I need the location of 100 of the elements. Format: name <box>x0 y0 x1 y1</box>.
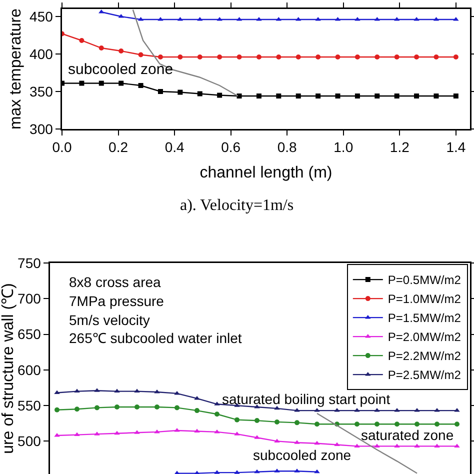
point <box>74 388 80 393</box>
point <box>178 54 183 60</box>
point <box>217 92 222 98</box>
point <box>158 54 163 60</box>
annotation: 8x8 cross area <box>69 274 162 290</box>
point <box>294 420 300 426</box>
point <box>454 422 460 427</box>
point <box>214 412 220 417</box>
point <box>114 388 120 393</box>
x-tick-label: 0.4 <box>164 139 184 156</box>
point <box>134 388 140 393</box>
x-tick-label: 0.6 <box>221 139 241 156</box>
text: a). Velocity=1m/s <box>180 197 294 214</box>
point <box>234 417 240 422</box>
point <box>276 54 282 60</box>
x-tick-label: 0.0 <box>52 139 72 156</box>
point <box>394 94 400 98</box>
point <box>354 94 360 98</box>
point <box>236 94 242 98</box>
point <box>74 432 80 436</box>
point <box>118 80 124 86</box>
point <box>276 94 282 98</box>
legend-label: P=0.5MW/m2 <box>388 273 462 288</box>
point <box>374 94 380 98</box>
legend-label: P=1.5MW/m2 <box>388 311 462 326</box>
point <box>154 404 160 410</box>
point <box>256 94 262 98</box>
point <box>334 442 340 446</box>
point <box>79 38 84 43</box>
point <box>314 469 320 474</box>
point <box>254 469 260 474</box>
point <box>394 422 400 427</box>
y-axis-title: ure of structure wall (℃) <box>0 283 17 454</box>
point <box>174 405 180 410</box>
x-axis-title: channel length (m) <box>200 164 332 182</box>
x-tick-label: 1.4 <box>446 139 466 156</box>
point <box>138 83 144 88</box>
point <box>79 80 84 86</box>
y-tick-label: 600 <box>18 362 42 378</box>
point <box>394 54 400 60</box>
point <box>434 422 440 427</box>
point <box>274 406 280 410</box>
point <box>314 440 320 445</box>
point <box>197 54 202 60</box>
annotation: saturated zone <box>361 427 454 443</box>
point <box>354 422 360 427</box>
point <box>134 404 140 410</box>
point <box>316 54 321 60</box>
y-tick-label: 550 <box>18 397 42 414</box>
point <box>94 405 100 410</box>
point <box>434 94 439 98</box>
point <box>217 54 222 60</box>
annotation: 7MPa pressure <box>69 293 164 309</box>
point <box>414 54 420 60</box>
point <box>296 54 301 60</box>
x-tick-label: 0.2 <box>108 139 128 156</box>
y-tick-label: 450 <box>30 8 54 24</box>
x-tick-label: 0.8 <box>277 139 298 156</box>
annotation: 265℃ subcooled water inlet <box>69 330 242 346</box>
point <box>314 422 320 427</box>
x-tick-label: 1.2 <box>390 139 410 156</box>
point <box>236 54 242 60</box>
x-tick-label: 1.0 <box>334 139 354 156</box>
point <box>274 419 280 424</box>
point <box>374 422 380 427</box>
annotation: subcooled zone <box>253 447 352 463</box>
legend-label: P=1.0MW/m2 <box>388 292 462 306</box>
legend-label: P=2.0MW/m2 <box>388 330 462 344</box>
point <box>114 404 120 410</box>
point <box>354 54 360 60</box>
y-tick-label: 650 <box>18 326 42 342</box>
point <box>335 54 340 60</box>
y-tick-label: 400 <box>30 46 54 62</box>
y-tick-label: 700 <box>18 290 42 307</box>
line-series <box>316 412 418 474</box>
point <box>54 407 60 412</box>
point <box>98 46 104 50</box>
point <box>434 54 439 60</box>
legend-label: P=2.5MW/m2 <box>388 368 462 382</box>
point <box>98 80 104 86</box>
y-axis-title: max temperature <box>8 8 25 130</box>
point <box>197 91 202 96</box>
point <box>414 422 420 427</box>
point <box>316 94 321 98</box>
point <box>178 90 183 95</box>
y-tick-label: 500 <box>18 433 42 450</box>
point <box>254 418 260 424</box>
y-tick-label: 750 <box>18 254 42 271</box>
point <box>414 94 420 98</box>
point <box>453 54 458 60</box>
point <box>335 94 340 98</box>
y-tick-label: 300 <box>30 120 54 137</box>
annotation: subcooled zone <box>68 61 174 78</box>
point <box>138 52 144 58</box>
point <box>194 408 200 414</box>
point <box>118 48 124 54</box>
annotation: 5m/s velocity <box>69 312 150 328</box>
point <box>74 406 80 412</box>
point <box>374 54 380 60</box>
point <box>256 54 262 60</box>
